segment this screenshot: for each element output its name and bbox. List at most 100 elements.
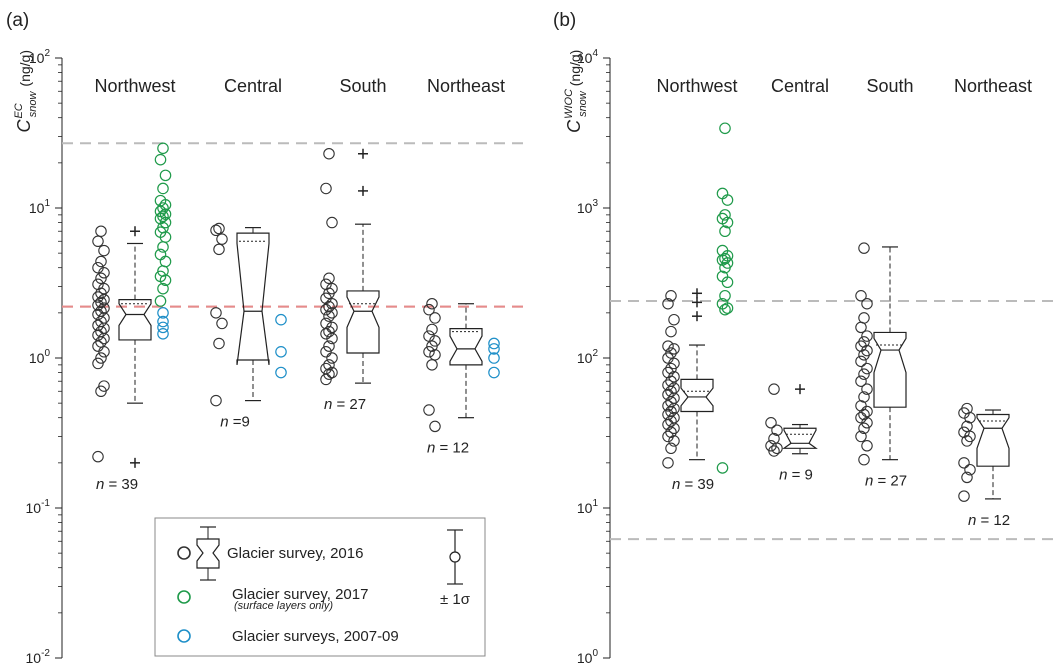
- point-2017: [719, 261, 731, 274]
- n-label: n = 12: [427, 439, 469, 456]
- point-2016: [323, 340, 335, 352]
- y-tick-label: 10-1: [26, 498, 51, 516]
- point-2007-09: [488, 352, 500, 364]
- point-2016: [958, 426, 970, 438]
- n-label: n = 9: [779, 467, 813, 484]
- point-2016: [98, 302, 110, 314]
- point-2016: [665, 385, 677, 398]
- point-2016: [98, 346, 110, 358]
- point-2016: [213, 243, 225, 256]
- point-2016: [855, 430, 867, 443]
- legend-label: Glacier surveys, 2007-09: [232, 628, 399, 645]
- box-notched: [782, 427, 818, 449]
- n-label: n = 27: [324, 396, 366, 413]
- legend-sigma-label: ± 1σ: [440, 591, 471, 608]
- legend-sigma-icon: [449, 551, 461, 563]
- point-2007-09: [488, 337, 500, 350]
- point-2007-09: [157, 327, 169, 340]
- point-2016: [858, 349, 870, 361]
- point-2007-09: [275, 345, 287, 358]
- legend-box-icon: [196, 538, 220, 569]
- y-tick-label: 101: [577, 498, 599, 516]
- point-2016: [423, 303, 435, 316]
- panel-label: (b): [553, 10, 576, 31]
- point-2017: [716, 462, 729, 474]
- y-tick-label: 102: [29, 48, 51, 66]
- point-2016: [958, 490, 970, 502]
- n-label: n = 39: [672, 476, 714, 493]
- point-2016: [768, 383, 780, 395]
- point-2016: [668, 343, 680, 355]
- point-2016: [320, 346, 332, 358]
- point-2016: [961, 420, 973, 433]
- box-notched: [680, 378, 714, 413]
- point-2007-09: [488, 343, 500, 355]
- point-2016: [92, 329, 104, 341]
- region-label-northwest: Northwest: [94, 76, 175, 96]
- legend-label: Glacier survey, 2017: [232, 586, 368, 603]
- point-2016: [92, 357, 104, 370]
- point-2016: [662, 366, 674, 379]
- point-2017: [154, 295, 167, 307]
- point-2016: [662, 430, 674, 443]
- point-2016: [858, 408, 870, 421]
- point-2016: [326, 366, 338, 379]
- point-2016: [668, 402, 680, 415]
- point-2016: [771, 424, 783, 436]
- y-tick-label: 103: [577, 198, 599, 216]
- point-2007-09: [275, 366, 287, 379]
- point-2016: [95, 225, 107, 237]
- region-label-central: Central: [771, 76, 829, 96]
- point-2016: [426, 323, 438, 336]
- point-2016: [95, 385, 107, 398]
- point-2016: [213, 222, 225, 235]
- point-2016: [855, 355, 867, 368]
- point-2016: [665, 405, 677, 418]
- point-2016: [426, 359, 438, 371]
- point-2016: [665, 396, 677, 408]
- point-2016: [964, 463, 976, 476]
- point-2016: [320, 303, 332, 316]
- point-2017: [159, 255, 172, 268]
- point-2016: [662, 418, 674, 431]
- box-notched: [346, 290, 380, 354]
- legend-marker: [177, 629, 191, 643]
- n-label: n = 27: [865, 473, 907, 490]
- region-label-south: South: [339, 76, 386, 96]
- point-2016: [861, 297, 873, 310]
- point-2016: [662, 340, 674, 352]
- point-2016: [423, 404, 435, 416]
- point-2016: [92, 450, 104, 463]
- y-tick-label: 10-2: [26, 648, 51, 666]
- point-2016: [210, 307, 222, 319]
- point-2007-09: [157, 315, 169, 328]
- box-notched: [236, 232, 270, 365]
- box-notched: [873, 331, 907, 408]
- y-tick-label: 100: [577, 648, 599, 666]
- point-2016: [665, 415, 677, 427]
- point-2016: [429, 420, 441, 433]
- point-2016: [668, 422, 680, 435]
- point-2016: [662, 400, 674, 412]
- point-2016: [326, 307, 338, 319]
- point-2016: [323, 272, 335, 285]
- point-2016: [861, 417, 873, 429]
- y-axis-label: CEC snow(ng/g): [13, 50, 39, 133]
- point-2017: [157, 202, 169, 214]
- point-2016: [858, 422, 870, 435]
- region-label-northeast: Northeast: [427, 76, 505, 96]
- y-tick-label: 101: [29, 198, 51, 216]
- region-label-northwest: Northwest: [656, 76, 737, 96]
- point-2016: [855, 340, 867, 352]
- legend-box: [154, 517, 486, 657]
- point-2017: [157, 210, 169, 223]
- point-2016: [765, 417, 777, 429]
- y-tick-label: 104: [577, 48, 599, 66]
- point-2016: [95, 296, 107, 309]
- point-2016: [210, 224, 222, 237]
- point-2016: [423, 346, 435, 358]
- point-2016: [326, 352, 338, 364]
- point-2016: [210, 394, 222, 407]
- region-label-northeast: Northeast: [954, 76, 1032, 96]
- legend-marker: [177, 546, 191, 560]
